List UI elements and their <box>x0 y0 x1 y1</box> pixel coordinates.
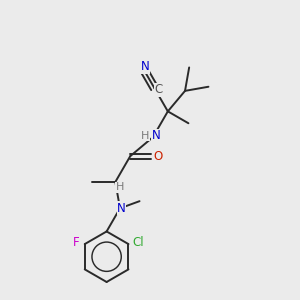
Text: H: H <box>141 130 150 141</box>
Text: Cl: Cl <box>132 236 144 249</box>
Text: C: C <box>155 83 163 96</box>
Text: N: N <box>117 202 126 215</box>
Text: N: N <box>152 129 160 142</box>
Text: H: H <box>116 182 124 192</box>
Text: O: O <box>153 150 162 163</box>
Text: N: N <box>141 60 149 73</box>
Text: F: F <box>73 236 80 249</box>
